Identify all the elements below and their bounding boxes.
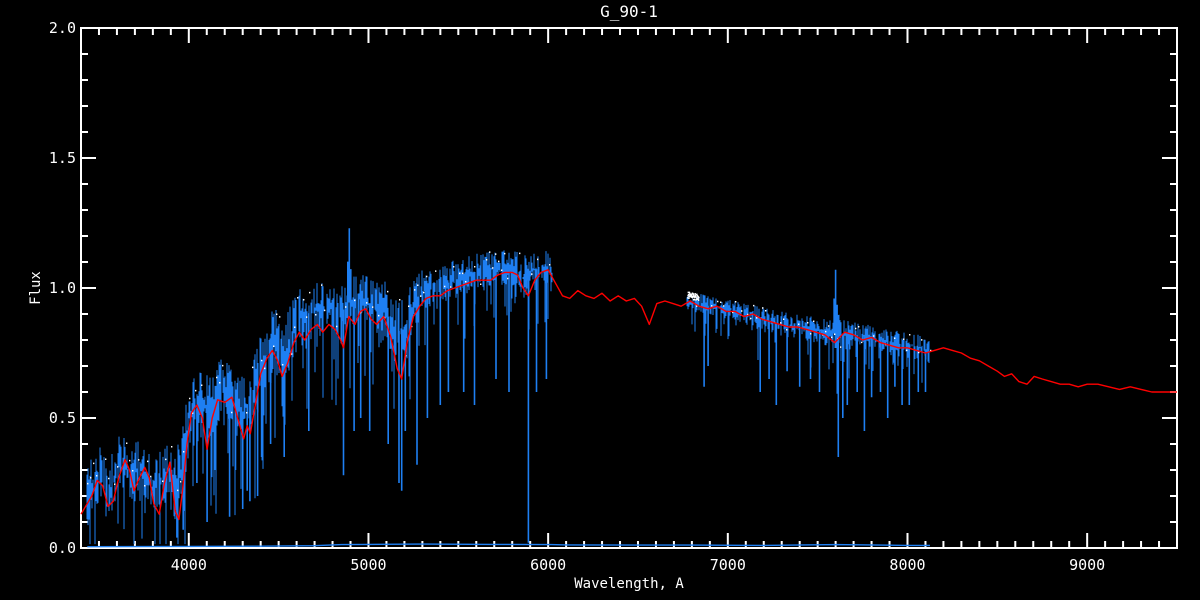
y-tick-label: 2.0 (48, 19, 76, 37)
observed-spectrum-trace (86, 250, 553, 545)
y-tick-label: 0.5 (48, 409, 76, 427)
template-spectrum-trace (80, 269, 1177, 521)
error-spectrum-trace (87, 543, 930, 548)
x-tick-label: 7000 (709, 556, 746, 574)
axis-ticks (80, 27, 1178, 549)
y-tick-label: 0.0 (48, 539, 76, 557)
x-tick-label: 9000 (1069, 556, 1106, 574)
x-tick-label: 5000 (350, 556, 387, 574)
y-tick-label: 1.0 (48, 279, 76, 297)
chart-title: G_90-1 (600, 2, 658, 21)
spectral-lines (176, 228, 548, 543)
x-tick-label: 8000 (889, 556, 926, 574)
white-data-points (87, 251, 932, 492)
y-tick-label: 1.5 (48, 149, 76, 167)
x-tick-label: 6000 (530, 556, 567, 574)
x-axis-label: Wavelength, A (574, 576, 684, 592)
axes-frame (80, 27, 1178, 549)
x-tick-label: 4000 (170, 556, 207, 574)
spectral-lines (703, 269, 927, 457)
